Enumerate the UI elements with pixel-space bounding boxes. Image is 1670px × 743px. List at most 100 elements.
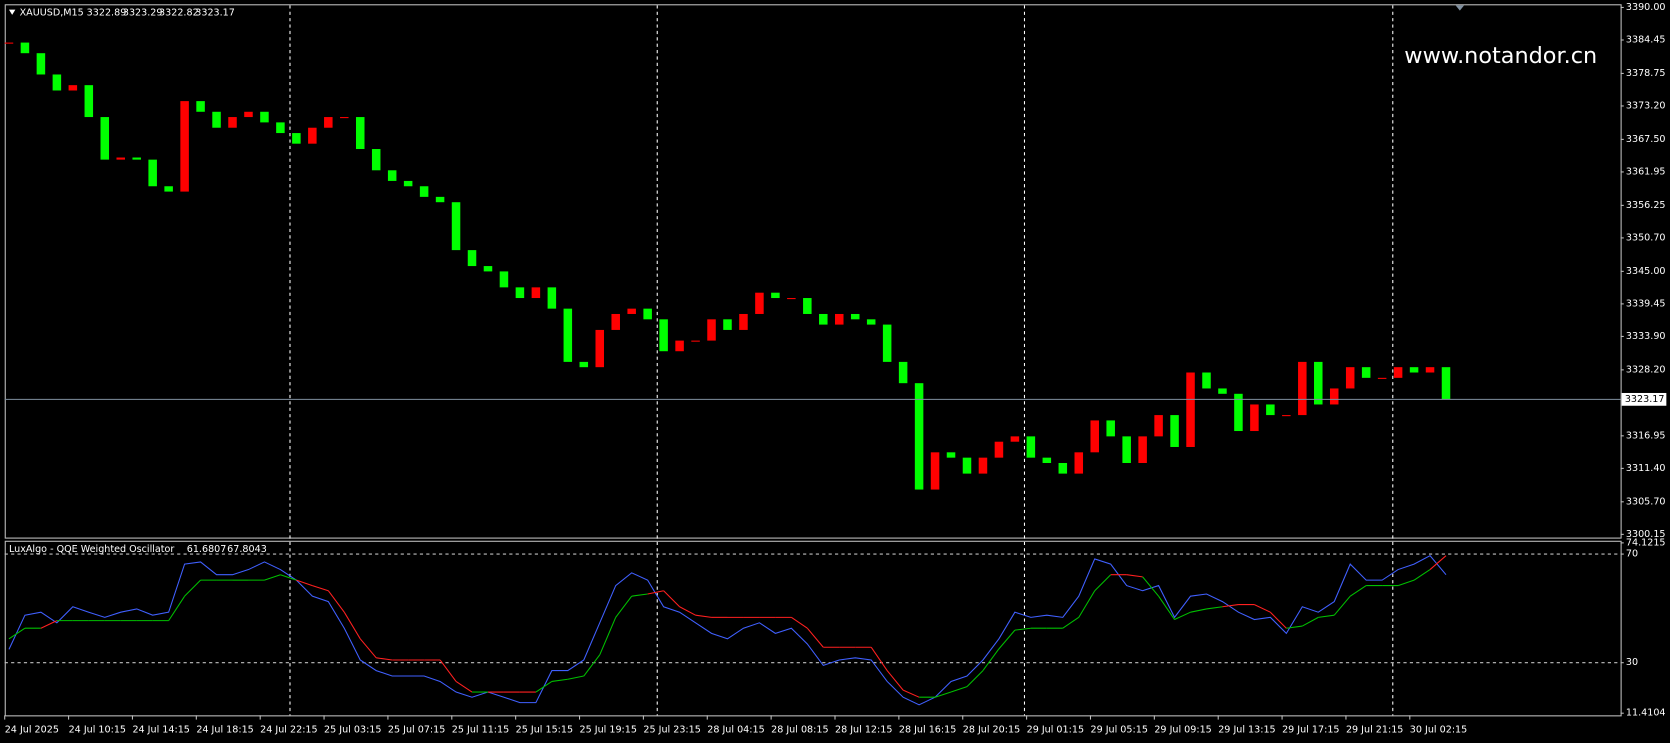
candle xyxy=(276,122,285,134)
candle xyxy=(84,85,94,118)
candle xyxy=(595,329,605,368)
trailing-segment xyxy=(934,691,952,698)
candle xyxy=(1122,436,1131,463)
x-tick-label: 29 Jul 21:15 xyxy=(1346,725,1403,736)
candle xyxy=(547,287,557,309)
trailing-segment xyxy=(535,681,553,693)
trailing-segment xyxy=(791,616,808,629)
trailing-segment xyxy=(1318,614,1335,618)
candle xyxy=(787,298,796,300)
y-tick-label: 30 xyxy=(1626,657,1638,668)
trailing-segment xyxy=(1126,574,1143,578)
candle xyxy=(1266,404,1275,416)
y-tick-label: 3378.75 xyxy=(1626,68,1666,79)
x-tick-label: 29 Jul 09:15 xyxy=(1154,725,1211,736)
trailing-segment xyxy=(1413,569,1431,581)
y-tick-label: 3367.50 xyxy=(1626,134,1666,145)
trailing-segment xyxy=(1206,606,1223,610)
candle xyxy=(978,457,988,474)
symbol: XAUUSD,M15 xyxy=(20,7,84,18)
y-tick-label: 3356.25 xyxy=(1626,200,1666,211)
candle xyxy=(1154,415,1163,437)
candle xyxy=(20,42,30,54)
y-tick-label: 11.4104 xyxy=(1626,708,1666,719)
candle xyxy=(419,186,429,197)
trailing-segment xyxy=(184,579,201,597)
x-tick-label: 25 Jul 23:15 xyxy=(643,725,700,736)
candle xyxy=(994,441,1004,458)
candle xyxy=(563,308,573,362)
trailing-segment xyxy=(168,595,186,621)
x-tick-label: 29 Jul 05:15 xyxy=(1090,725,1147,736)
trailing-segment xyxy=(1158,595,1176,620)
y-tick-label: 70 xyxy=(1626,549,1638,560)
trailing-segment xyxy=(902,689,920,698)
indicator-value: 67.8043 xyxy=(227,544,267,555)
candle xyxy=(387,170,397,181)
candle xyxy=(1409,367,1419,373)
candle xyxy=(228,117,237,128)
candle xyxy=(1026,436,1036,458)
candle xyxy=(643,308,652,320)
candle xyxy=(435,196,445,203)
trailing-segment xyxy=(966,670,984,687)
candle xyxy=(467,250,477,267)
x-tick-label: 25 Jul 03:15 xyxy=(324,725,381,736)
candle xyxy=(1202,372,1211,389)
trailing-segment xyxy=(551,678,568,682)
trailing-segment xyxy=(343,611,361,640)
trailing-segment xyxy=(982,648,1000,671)
candle xyxy=(260,111,269,123)
trailing-segment xyxy=(1349,585,1367,597)
ohlc-value: 3322.82 xyxy=(159,7,199,18)
x-tick-label: 28 Jul 16:15 xyxy=(899,725,956,736)
candle xyxy=(116,157,125,160)
x-tick-label: 28 Jul 08:15 xyxy=(771,725,828,736)
candle xyxy=(579,361,589,368)
candle xyxy=(739,313,748,330)
x-tick-label: 24 Jul 14:15 xyxy=(132,725,189,736)
candle xyxy=(659,319,668,352)
y-tick-label: 3350.70 xyxy=(1626,232,1666,243)
candle xyxy=(180,101,189,192)
trailing-segment xyxy=(359,638,377,659)
trailing-segment xyxy=(8,627,26,640)
y-tick-label: 3384.45 xyxy=(1626,34,1666,45)
trailing-segment xyxy=(1254,604,1271,613)
x-tick-label: 24 Jul 22:15 xyxy=(260,725,317,736)
candle xyxy=(835,313,844,325)
candle xyxy=(100,117,110,160)
x-tick-label: 24 Jul 18:15 xyxy=(196,725,253,736)
candle xyxy=(723,319,732,330)
trailing-segment xyxy=(806,627,824,648)
trailing-segment xyxy=(280,574,297,581)
candle xyxy=(340,117,349,119)
trailing-segment xyxy=(583,654,601,677)
candle xyxy=(1441,367,1451,400)
candle xyxy=(1058,462,1068,474)
trailing-segment xyxy=(663,590,680,608)
candle xyxy=(707,319,716,341)
ohlc-value: 3323.29 xyxy=(123,7,163,18)
x-tick-label: 25 Jul 11:15 xyxy=(452,725,509,736)
candle xyxy=(771,292,780,299)
trailing-segment xyxy=(296,579,313,587)
candle xyxy=(962,457,972,474)
candle xyxy=(1170,415,1179,447)
trailing-segment xyxy=(312,585,329,592)
candle xyxy=(691,340,700,342)
trailing-segment xyxy=(1286,625,1303,629)
x-tick-label: 28 Jul 20:15 xyxy=(963,725,1020,736)
candle xyxy=(499,271,509,288)
trailing-segment xyxy=(679,606,696,616)
y-tick-label: 3316.95 xyxy=(1626,430,1666,441)
trailing-segment xyxy=(599,617,617,656)
candle xyxy=(324,117,333,128)
y-tick-label: 74.1215 xyxy=(1626,537,1666,548)
candle xyxy=(882,324,892,362)
trailing-segment xyxy=(1222,604,1239,608)
trailing-segment xyxy=(886,670,904,691)
candle xyxy=(898,361,908,384)
trailing-segment xyxy=(40,620,58,629)
